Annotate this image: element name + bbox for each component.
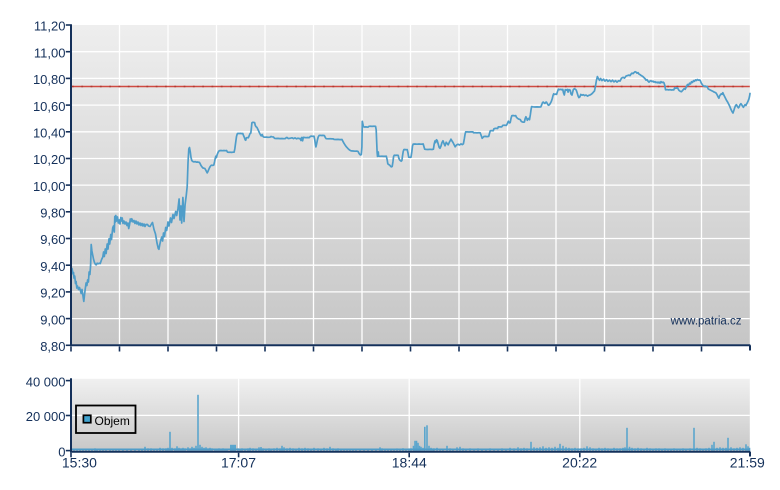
svg-text:10,80: 10,80 <box>33 72 66 87</box>
svg-text:9,00: 9,00 <box>40 312 65 327</box>
svg-text:18:44: 18:44 <box>392 455 427 471</box>
svg-text:9,40: 9,40 <box>40 259 65 274</box>
svg-text:www.patria.cz: www.patria.cz <box>670 316 742 328</box>
svg-text:11,00: 11,00 <box>34 45 66 60</box>
svg-text:Objem: Objem <box>95 414 130 428</box>
svg-text:10,40: 10,40 <box>33 126 66 141</box>
svg-text:11,20: 11,20 <box>34 19 66 34</box>
svg-text:20 000: 20 000 <box>26 409 66 424</box>
svg-text:10,00: 10,00 <box>33 179 66 194</box>
svg-text:8,80: 8,80 <box>40 339 65 354</box>
svg-text:0: 0 <box>58 444 65 459</box>
svg-text:21:59: 21:59 <box>730 455 765 471</box>
svg-text:40 000: 40 000 <box>26 374 66 389</box>
svg-text:10,20: 10,20 <box>33 152 66 167</box>
svg-text:9,60: 9,60 <box>40 232 65 247</box>
svg-text:15:30: 15:30 <box>62 455 97 471</box>
svg-text:20:22: 20:22 <box>562 455 597 471</box>
svg-text:9,20: 9,20 <box>40 286 65 301</box>
svg-text:17:07: 17:07 <box>221 455 256 471</box>
svg-text:9,80: 9,80 <box>40 206 65 221</box>
svg-text:10,60: 10,60 <box>33 99 66 114</box>
